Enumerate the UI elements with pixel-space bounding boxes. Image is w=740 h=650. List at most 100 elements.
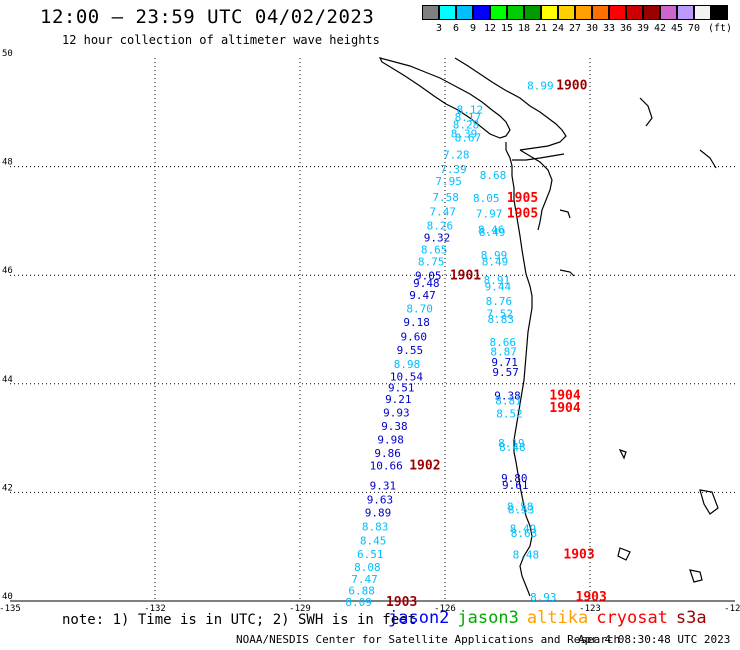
wave-height-label: 7.52 bbox=[487, 308, 513, 321]
wave-height-label: 8.48 bbox=[499, 441, 525, 454]
inland-fragment bbox=[618, 448, 627, 460]
wave-height-label: 8.46 bbox=[478, 223, 505, 236]
wave-height-label: 7.47 bbox=[430, 205, 457, 218]
colorbar-label: 45 bbox=[670, 23, 684, 34]
colorbar-label: 21 bbox=[534, 23, 548, 34]
colorbar-label: 33 bbox=[602, 23, 616, 34]
colorbar-label: 36 bbox=[619, 23, 633, 34]
wave-height-label: 7.97 bbox=[476, 208, 503, 221]
colorbar-swatch bbox=[490, 5, 507, 20]
wave-height-label: 8.65 bbox=[421, 243, 448, 256]
latitude-tick-label: 46 bbox=[2, 266, 13, 276]
colorbar-swatch bbox=[473, 5, 490, 20]
colorbar-swatch bbox=[507, 5, 524, 20]
legend-item-jason3: jason3 bbox=[457, 608, 519, 628]
satellite-legend: jason2 jason3 altika cryosat s3a bbox=[388, 608, 715, 628]
wave-height-label: 8.49 bbox=[482, 255, 509, 268]
colorbar-label: 27 bbox=[568, 23, 582, 34]
legend-item-altika: altika bbox=[526, 608, 589, 628]
wave-height-label: 8.48 bbox=[513, 549, 540, 562]
colorbar-swatch bbox=[626, 5, 643, 20]
wave-height-label: 8.08 bbox=[354, 561, 381, 574]
wave-height-label: 6.88 bbox=[348, 584, 375, 597]
wave-height-label: 8.45 bbox=[360, 535, 387, 548]
inland-fragment bbox=[699, 489, 719, 515]
legend-item-s3a: s3a bbox=[675, 608, 707, 628]
wave-height-label: 8.99 bbox=[481, 249, 508, 262]
inland-fragment bbox=[699, 149, 717, 169]
wave-height-label: 8.91 bbox=[484, 274, 511, 287]
colorbar-label: 30 bbox=[585, 23, 599, 34]
latitude-tick-label: 42 bbox=[2, 483, 13, 493]
colorbar-swatch bbox=[694, 5, 711, 20]
cycle-label: 1905 bbox=[507, 207, 538, 222]
latitude-tick-label: 50 bbox=[2, 49, 13, 59]
wave-height-label: 9.86 bbox=[374, 447, 401, 460]
wave-height-label: 8.12 bbox=[457, 103, 484, 116]
colorbar-label: 9 bbox=[469, 23, 477, 34]
wave-height-label: 8.83 bbox=[488, 313, 515, 326]
inland-fragment bbox=[689, 569, 703, 583]
wave-height-label: 9.48 bbox=[413, 277, 440, 290]
wave-height-label: 9.61 bbox=[502, 479, 529, 492]
cycle-label: 1903 bbox=[576, 590, 607, 605]
latitude-tick-label: 48 bbox=[2, 158, 13, 168]
wave-height-label: 10.66 bbox=[370, 460, 403, 473]
cycle-label: 1903 bbox=[563, 548, 594, 563]
wave-height-label: 9.38 bbox=[494, 390, 521, 403]
inland-fragment bbox=[639, 97, 653, 127]
wave-height-label: 9.18 bbox=[403, 316, 430, 329]
colorbar-label: 18 bbox=[517, 23, 531, 34]
colorbar-label: 12 bbox=[483, 23, 497, 34]
colorbar-swatch bbox=[609, 5, 626, 20]
wave-height-label: 9.55 bbox=[397, 344, 424, 357]
colorbar-label: 3 bbox=[435, 23, 443, 34]
wave-height-label: 8.39 bbox=[451, 127, 478, 140]
bc-mainland-coast bbox=[454, 57, 567, 151]
inland-fragment bbox=[559, 269, 575, 277]
inland-fragment bbox=[559, 209, 571, 219]
colorbar-swatch bbox=[558, 5, 575, 20]
wave-height-label: 8.68 bbox=[480, 169, 507, 182]
wave-height-label: 9.89 bbox=[365, 506, 392, 519]
cycle-label: 1903 bbox=[386, 595, 417, 610]
colorbar-swatch bbox=[456, 5, 473, 20]
generation-timestamp: Apr 4 08:30:48 UTC 2023 bbox=[578, 633, 731, 646]
wave-height-label: 8.53 bbox=[508, 504, 535, 517]
longitude-tick-label: -120 bbox=[724, 604, 740, 614]
longitude-tick-label: -135 bbox=[0, 604, 21, 614]
latitude-tick-label: 44 bbox=[2, 375, 13, 385]
colorbar-swatch bbox=[524, 5, 541, 20]
wave-height-label: 9.93 bbox=[383, 406, 410, 419]
wave-height-label: 8.98 bbox=[394, 358, 421, 371]
wave-height-label: 9.80 bbox=[501, 472, 527, 485]
wave-height-label: 8.09 bbox=[345, 596, 372, 609]
wave-height-label: 8.70 bbox=[406, 303, 433, 316]
wave-height-label: 8.17 bbox=[455, 111, 482, 124]
map-grid: -135 -132 -129 -126 -123 -120 40 42 44 46 48 50 bbox=[0, 49, 740, 614]
colorbar-swatch bbox=[660, 5, 677, 20]
wave-height-label: 8.19 bbox=[498, 437, 524, 450]
wave-height-label: 8.05 bbox=[473, 192, 500, 205]
wave-height-label: 8.75 bbox=[418, 255, 445, 268]
wave-height-label: 8.83 bbox=[362, 520, 389, 533]
cycle-label: 1904 bbox=[549, 389, 580, 404]
colorbar-swatch bbox=[711, 5, 728, 20]
map-title: 12:00 – 23:59 UTC 04/02/2023 bbox=[40, 6, 375, 28]
wave-height-label: 9.60 bbox=[401, 330, 428, 343]
legend-item-jason2: jason2 bbox=[388, 608, 450, 628]
colorbar-swatch bbox=[439, 5, 456, 20]
wave-height-label: 8.76 bbox=[486, 295, 512, 308]
colorbar-label: 24 bbox=[551, 23, 565, 34]
footer-note: note: 1) Time is in UTC; 2) SWH is in fe… bbox=[62, 612, 417, 628]
wave-height-label: 8.49 bbox=[510, 523, 537, 536]
cycle-label: 1904 bbox=[549, 401, 580, 416]
wave-height-label: 9.44 bbox=[485, 280, 512, 293]
colorbar-label: 39 bbox=[636, 23, 650, 34]
cycle-label: 1900 bbox=[556, 78, 587, 93]
wave-height-label: 8.49 bbox=[479, 226, 506, 239]
us-west-coast bbox=[505, 142, 533, 597]
colorbar-swatch bbox=[677, 5, 694, 20]
wave-height-label: 8.81 bbox=[495, 394, 522, 407]
wave-height-label: 8.26 bbox=[427, 220, 454, 233]
